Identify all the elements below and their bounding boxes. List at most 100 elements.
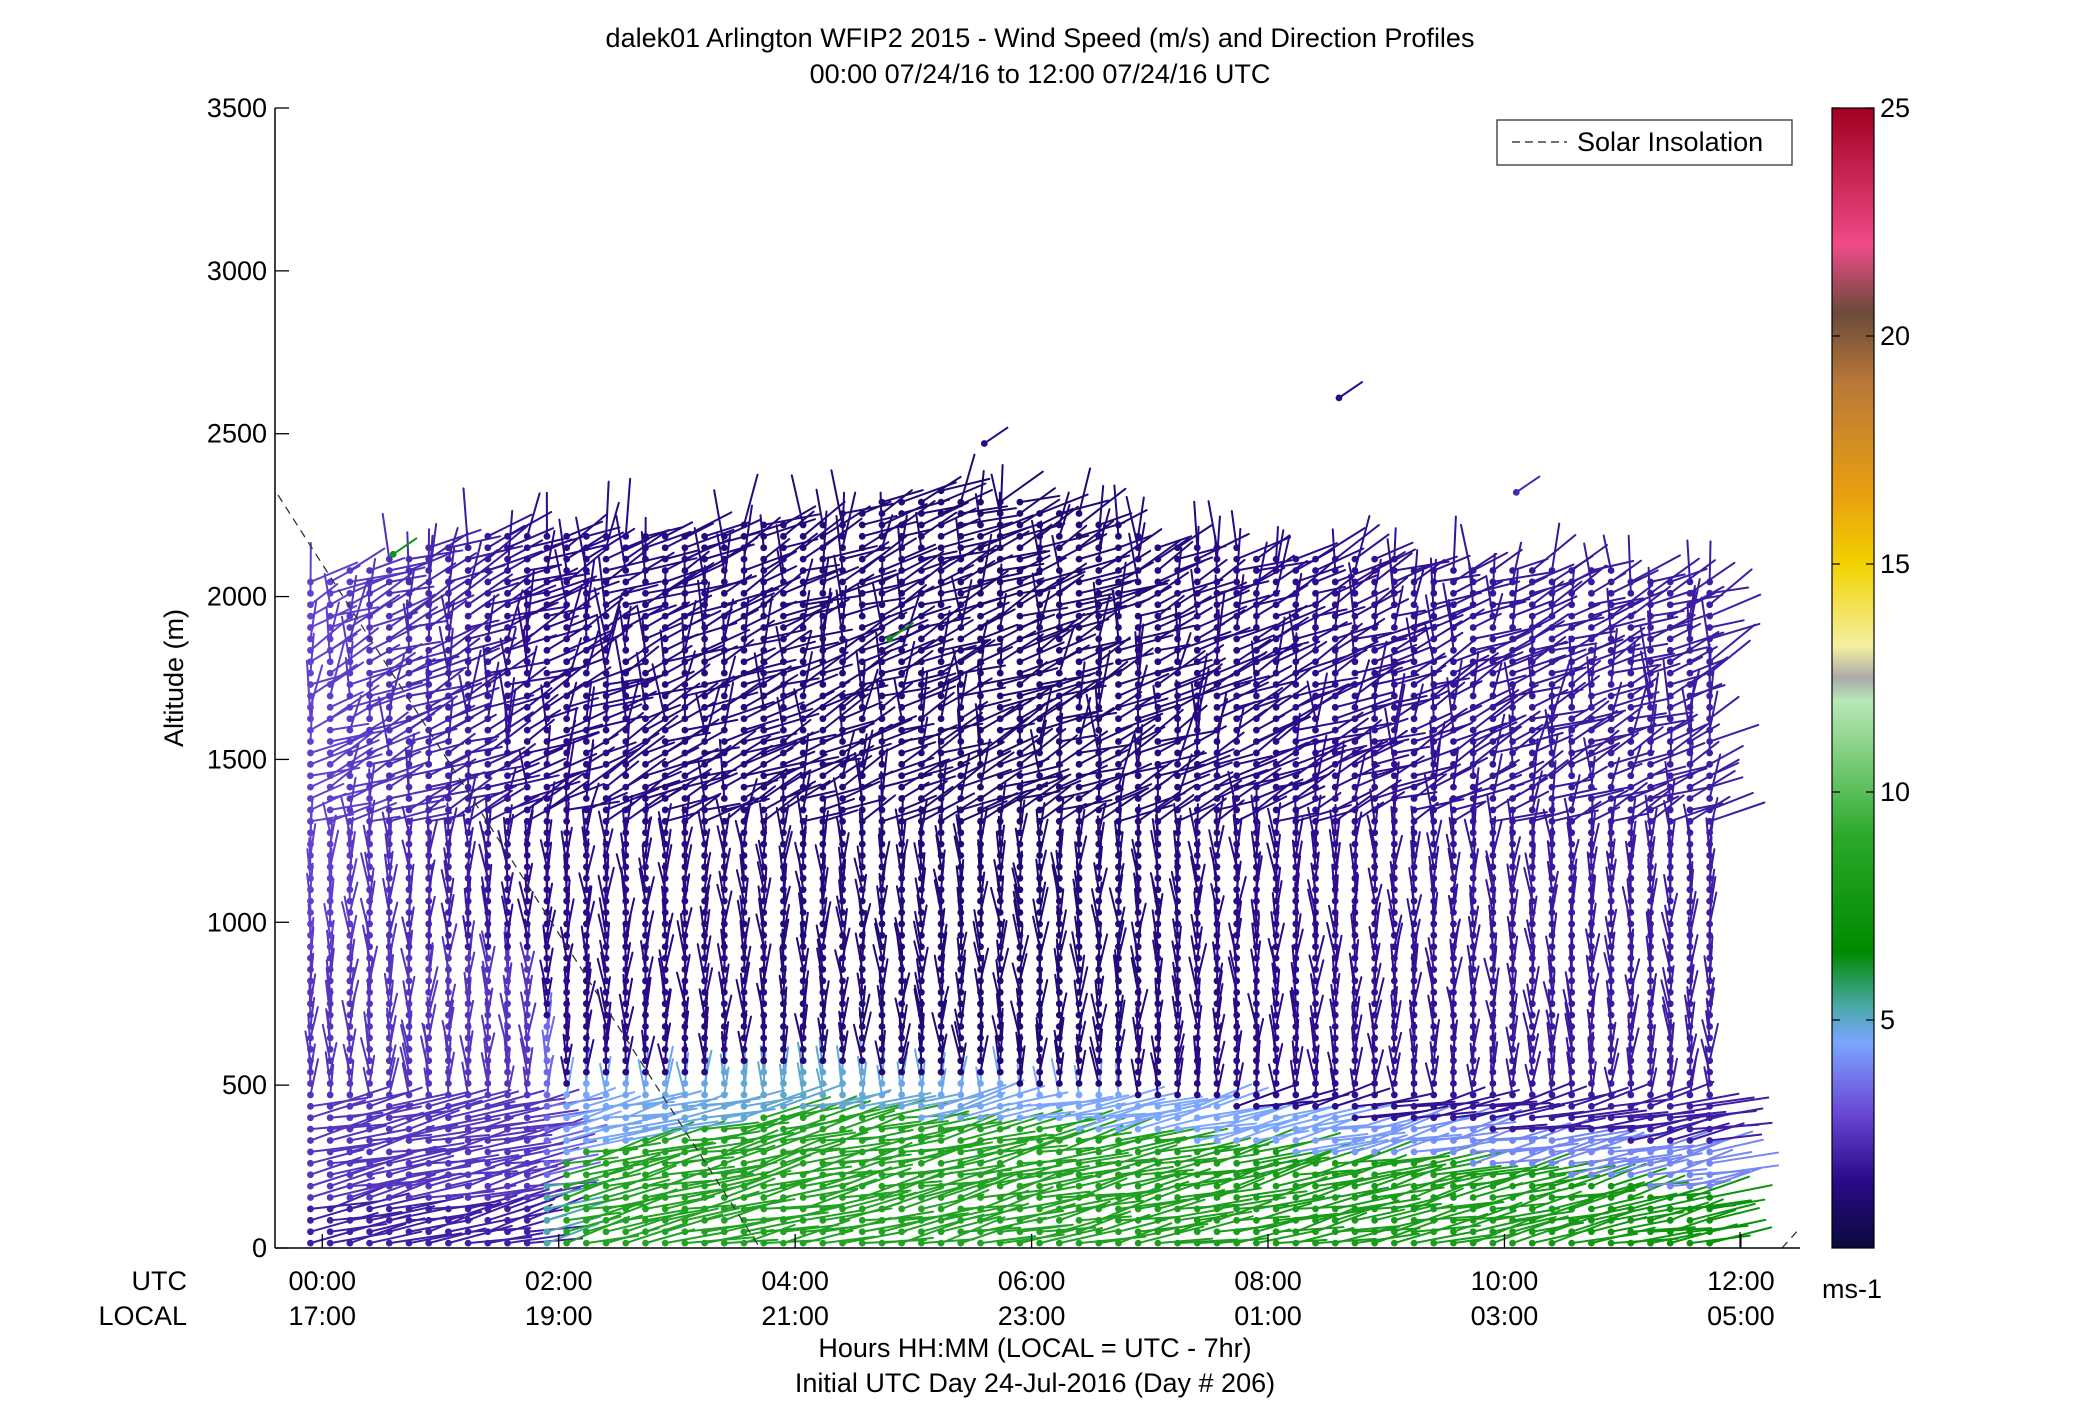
x-tick-label-local: 23:00 [998,1301,1066,1331]
wind-barb [420,1035,433,1076]
wind-barb [346,640,354,677]
wind-barb [425,798,433,837]
x-tick-label-utc: 12:00 [1707,1266,1775,1296]
x-tick-label-utc: 00:00 [288,1266,356,1296]
wind-barb [307,1200,379,1213]
wind-barb [425,819,438,859]
y-tick-label: 500 [222,1070,267,1100]
wind-barb [307,1016,314,1053]
wind-barb [366,945,379,985]
wind-barb [438,626,452,677]
wind-barb [445,1089,512,1110]
wind-barb [385,1057,400,1099]
wind-barb [445,702,492,723]
x-tick-label-local: 05:00 [1707,1301,1775,1331]
wind-barb [405,1182,473,1201]
wind-barb [441,935,452,973]
wind-barb [425,966,439,1008]
wind-barb [445,758,477,780]
wind-barb [346,1103,410,1133]
wind-barb [445,1051,455,1087]
wind-barb [383,972,393,1008]
wind-barb [405,906,415,939]
wind-barbs [304,381,1780,1247]
wind-barb [405,1130,472,1144]
wind-barb [346,1192,410,1213]
wind-barb [307,782,345,802]
wind-barb [359,897,373,939]
wind-barb [382,877,393,916]
wind-barb [362,824,373,859]
wind-barb [425,895,436,928]
wind-barb [385,643,423,666]
colorbar-tick-label: 10 [1880,777,1910,807]
wind-barb [346,938,356,973]
wind-barb [405,1109,460,1133]
wind-barb [425,1099,483,1122]
y-tick-label: 3000 [207,256,267,286]
wind-barb [443,817,452,859]
wind-barb [385,640,442,654]
wind-barb [366,763,376,802]
wind-barb [385,954,395,996]
wind-barb [385,931,393,973]
x-tick-label-utc: 04:00 [761,1266,829,1296]
wind-barb [326,788,369,802]
wind-barb [326,690,364,711]
wind-barb [366,867,375,905]
wind-barb [326,601,340,643]
y-tick-label: 1500 [207,744,267,774]
wind-barb [425,647,433,688]
wind-barb [307,1058,320,1099]
wind-barb [363,1011,373,1053]
wind-barb [366,1105,423,1122]
wind-barb [326,1063,335,1099]
wind-barb [385,574,427,586]
wind-barb [425,1211,483,1224]
wind-barb [326,829,340,871]
x-tick-label-local: 21:00 [761,1301,829,1331]
y-axis-label: Altitude (m) [159,609,189,747]
y-tick-label: 2000 [207,582,267,612]
wind-barb [384,833,393,871]
wind-barb [405,863,415,905]
x-tick-label-utc: 08:00 [1234,1266,1302,1296]
wind-barb [381,811,393,848]
wind-barb [385,1176,442,1190]
wind-barb [401,1062,413,1099]
wind-barb [346,1028,357,1065]
wind-barb [326,1085,393,1110]
wind-barb [307,664,324,711]
wind-barb [304,1030,314,1065]
wind-barb [401,839,413,871]
wind-barb [421,1022,433,1053]
colorbar-tick-label: 5 [1880,1005,1895,1035]
wind-barb [323,572,334,609]
wind-barb [402,980,413,1019]
wind-barb [326,730,383,745]
wind-barb [326,878,335,916]
wind-barb [445,1117,501,1133]
chart-title: dalek01 Arlington WFIP2 2015 - Wind Spee… [606,23,1475,53]
utc-row-label: UTC [132,1266,188,1296]
wind-barb [445,764,454,802]
wind-barb [405,695,458,734]
wind-barb [346,1059,355,1099]
wind-barb [326,1223,388,1236]
wind-barb [425,979,439,1019]
y-tick-label: 1000 [207,907,267,937]
wind-barb [346,1128,410,1144]
wind-barb [405,1090,470,1110]
wind-barb [346,914,358,951]
wind-barb [341,999,354,1042]
wind-barb [346,739,380,757]
wind-barb [307,797,314,837]
wind-barb [326,934,335,973]
wind-barb [324,1051,334,1087]
wind-barb [400,1019,413,1053]
wind-barb [405,649,450,666]
wind-barb [323,902,334,939]
wind-barb [445,1153,500,1167]
wind-barb [440,869,452,905]
wind-barb [405,762,467,780]
